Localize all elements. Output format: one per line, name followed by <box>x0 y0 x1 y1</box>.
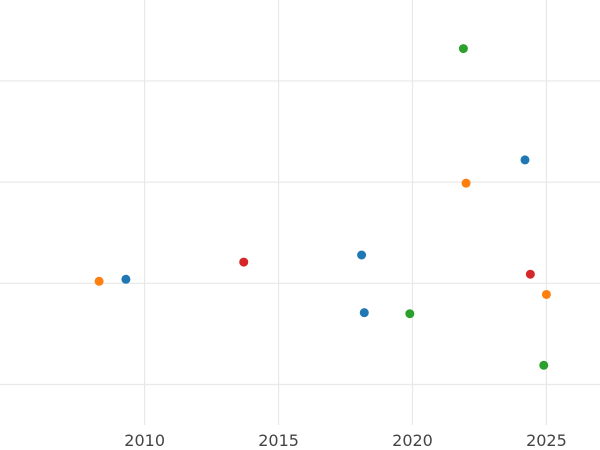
scatter-point-s1-3 <box>359 308 369 318</box>
scatter-point-s1-4 <box>520 155 530 165</box>
scatter-point-s4-1 <box>239 257 249 267</box>
x-tick-label-2025: 2025 <box>526 431 567 450</box>
scatter-point-s3-3 <box>539 360 549 370</box>
scatter-point-s1-1 <box>121 274 131 284</box>
x-tick-label-2020: 2020 <box>392 431 433 450</box>
grid <box>0 0 600 425</box>
scatter-point-s3-2 <box>405 309 415 319</box>
scatter-point-s4-2 <box>525 269 535 279</box>
data-points <box>94 44 551 370</box>
scatter-point-s3-1 <box>458 44 468 54</box>
x-tick-label-2015: 2015 <box>258 431 299 450</box>
scatter-point-s1-2 <box>357 250 367 260</box>
x-tick-label-2010: 2010 <box>124 431 165 450</box>
x-axis-tick-labels: 2010 2015 2020 2025 <box>124 431 567 450</box>
scatter-point-s2-2 <box>461 178 471 188</box>
scatter-point-s2-3 <box>541 289 551 299</box>
scatter-point-s2-1 <box>94 276 104 286</box>
